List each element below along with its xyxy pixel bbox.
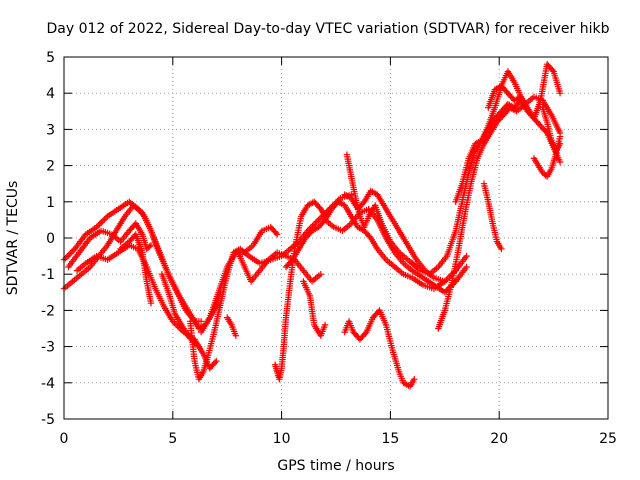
series-arc21 (480, 180, 505, 253)
data-point (232, 332, 240, 339)
data-point (195, 343, 203, 350)
data-point (272, 229, 280, 237)
data-point (463, 252, 470, 260)
data-point (146, 243, 153, 250)
x-axis-label: GPS time / hours (277, 458, 394, 474)
series-arc22 (485, 61, 564, 122)
series-arc19 (435, 93, 564, 332)
data-point (197, 318, 205, 325)
data-marks (60, 61, 564, 390)
y-tick-label: 5 (46, 50, 55, 66)
y-tick-label: -5 (41, 412, 55, 428)
data-point (321, 321, 329, 329)
y-tick-label: 2 (46, 159, 55, 175)
y-tick-label: -2 (41, 303, 55, 319)
series-arc9 (224, 314, 240, 339)
y-axis-label: SDTVAR / TECUs (5, 181, 21, 296)
data-point (213, 357, 220, 365)
series-arc13 (300, 278, 329, 339)
series-arc12 (282, 198, 470, 292)
series-arc8 (197, 223, 281, 336)
y-tick-label: 4 (46, 86, 55, 102)
series-arc3 (65, 220, 155, 271)
axis-ticks: -5 -4 -3 -2 -1 0 1 2 3 4 5 0 5 10 15 20 25 (41, 50, 617, 447)
series-arc24 (539, 104, 564, 155)
data-point (362, 330, 369, 337)
data-point (316, 204, 323, 211)
data-point (140, 211, 147, 218)
data-point (441, 278, 448, 285)
data-point (102, 214, 110, 221)
y-tick-label: 1 (46, 195, 55, 211)
chart-title: Day 012 of 2022, Sidereal Day-to-day VTE… (47, 21, 610, 37)
series-arc15 (343, 151, 420, 271)
y-tick-label: -1 (41, 267, 55, 283)
data-point (463, 263, 470, 271)
data-point (556, 158, 564, 166)
data-point (498, 245, 505, 253)
x-tick-label: 20 (490, 431, 508, 447)
data-point (556, 140, 564, 148)
series-arc17 (341, 307, 418, 390)
data-point (411, 376, 418, 383)
x-tick-label: 25 (599, 431, 617, 447)
data-point (147, 242, 155, 249)
x-tick-label: 10 (273, 431, 291, 447)
data-point (317, 271, 324, 278)
x-tick-label: 0 (60, 431, 69, 447)
data-point (312, 219, 319, 227)
data-point (147, 300, 155, 307)
data-point (211, 359, 219, 366)
data-point (556, 90, 564, 97)
x-tick-label: 15 (381, 431, 399, 447)
y-tick-label: 3 (46, 122, 55, 138)
data-point (274, 231, 281, 238)
data-point (288, 258, 295, 265)
y-tick-label: -4 (41, 376, 55, 392)
data-point (194, 342, 201, 349)
series-arc5 (117, 231, 155, 307)
data-point (99, 217, 107, 225)
data-point (443, 287, 450, 294)
x-tick-label: 5 (168, 431, 177, 447)
data-point (549, 66, 556, 74)
data-point (556, 133, 564, 140)
y-tick-label: 0 (46, 231, 55, 247)
y-tick-label: -3 (41, 340, 55, 356)
